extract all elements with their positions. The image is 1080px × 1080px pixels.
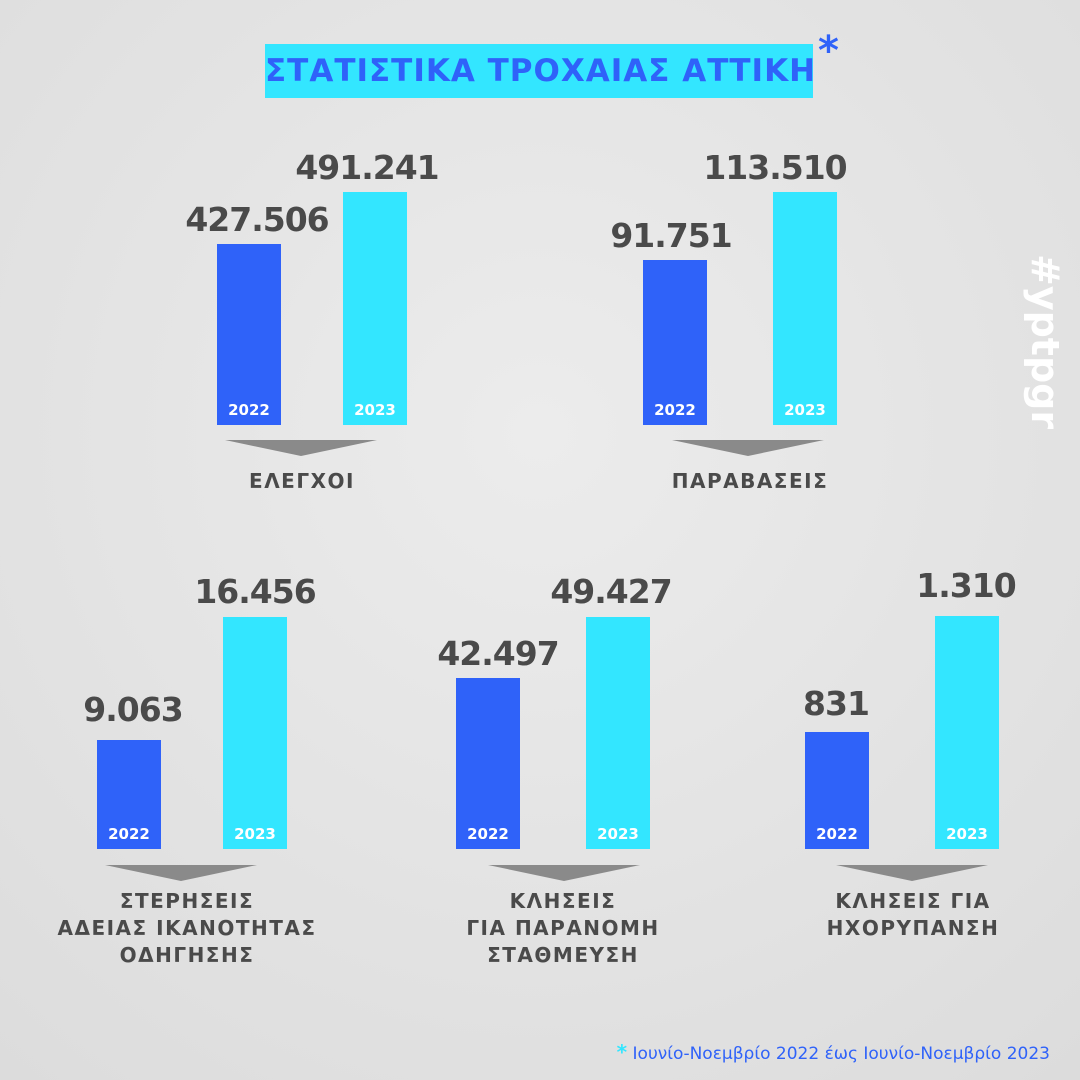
chart-title: ΣΤΕΡΗΣΕΙΣ ΑΔΕΙΑΣ ΙΚΑΝΟΤΗΤΑΣ ΟΔΗΓΗΣΗΣ bbox=[57, 889, 317, 967]
page-title: ΣΤΑΤΙΣΤΙΚΑ ΤΡΟΧΑΙΑΣ ΑΤΤΙΚΗ bbox=[265, 44, 815, 98]
value-label: 113.510 bbox=[703, 148, 847, 187]
arrow-down-icon bbox=[836, 865, 988, 881]
bar-2022: 2022 bbox=[456, 678, 520, 849]
chart-title: ΚΛΗΣΕΙΣ ΓΙΑ ΗΧΟΡΥΠΑΝΣΗ bbox=[826, 889, 1000, 940]
bar-2023: 2023 bbox=[773, 192, 837, 425]
bar-2022: 2022 bbox=[805, 732, 869, 849]
hashtag: #yptpgr bbox=[1023, 254, 1067, 430]
arrow-down-icon bbox=[488, 865, 640, 881]
bar-2023: 2023 bbox=[935, 616, 999, 849]
chart-title: ΚΛΗΣΕΙΣ ΓΙΑ ΠΑΡΑΝΟΜΗ ΣΤΑΘΜΕΥΣΗ bbox=[466, 889, 660, 967]
bar-2023: 2023 bbox=[586, 617, 650, 849]
value-label: 42.497 bbox=[437, 634, 559, 673]
value-label: 49.427 bbox=[550, 572, 672, 611]
value-label: 9.063 bbox=[83, 690, 183, 729]
year-label: 2023 bbox=[597, 825, 639, 843]
value-label: 91.751 bbox=[610, 216, 732, 255]
bar-2023: 2023 bbox=[343, 192, 407, 425]
arrow-down-icon bbox=[225, 440, 377, 456]
asterisk-icon: * bbox=[616, 1040, 628, 1064]
year-label: 2023 bbox=[946, 825, 988, 843]
bar-2022: 2022 bbox=[643, 260, 707, 425]
value-label: 1.310 bbox=[916, 566, 1016, 605]
value-label: 491.241 bbox=[295, 148, 439, 187]
chart-title: ΕΛΕΓΧΟΙ bbox=[249, 469, 355, 493]
value-label: 831 bbox=[803, 684, 870, 723]
year-label: 2022 bbox=[816, 825, 858, 843]
year-label: 2023 bbox=[234, 825, 276, 843]
value-label: 427.506 bbox=[185, 200, 329, 239]
footnote-text: Ιουνίο-Νοεμβρίο 2022 έως Ιουνίο-Νοεμβρίο… bbox=[632, 1044, 1050, 1064]
bar-2022: 2022 bbox=[97, 740, 161, 849]
year-label: 2022 bbox=[228, 401, 270, 419]
value-label: 16.456 bbox=[194, 572, 316, 611]
year-label: 2023 bbox=[354, 401, 396, 419]
arrow-down-icon bbox=[105, 865, 257, 881]
footnote: * Ιουνίο-Νοεμβρίο 2022 έως Ιουνίο-Νοεμβρ… bbox=[617, 1040, 1050, 1064]
bar-2022: 2022 bbox=[217, 244, 281, 425]
asterisk-icon: * bbox=[818, 28, 839, 74]
year-label: 2022 bbox=[108, 825, 150, 843]
year-label: 2023 bbox=[784, 401, 826, 419]
year-label: 2022 bbox=[467, 825, 509, 843]
bar-2023: 2023 bbox=[223, 617, 287, 849]
arrow-down-icon bbox=[672, 440, 824, 456]
year-label: 2022 bbox=[654, 401, 696, 419]
chart-title: ΠΑΡΑΒΑΣΕΙΣ bbox=[671, 469, 829, 493]
